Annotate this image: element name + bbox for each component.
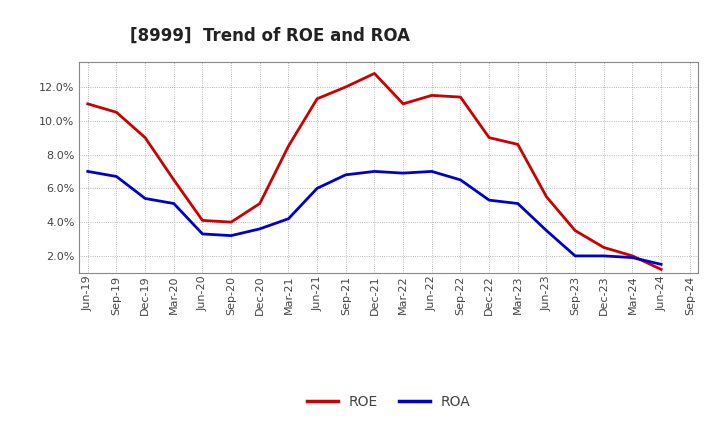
ROA <box>256 226 264 231</box>
ROE <box>628 253 636 259</box>
ROA <box>600 253 608 259</box>
ROA <box>571 253 580 259</box>
ROE <box>428 93 436 98</box>
ROE <box>198 218 207 223</box>
Line: ROE: ROE <box>88 73 661 269</box>
ROE <box>571 228 580 233</box>
Line: ROA: ROA <box>88 172 661 264</box>
ROA <box>628 255 636 260</box>
ROA <box>341 172 350 177</box>
ROE <box>284 143 293 149</box>
ROA <box>513 201 522 206</box>
Text: [8999]  Trend of ROE and ROA: [8999] Trend of ROE and ROA <box>130 26 410 44</box>
ROE <box>485 135 493 140</box>
ROA <box>399 170 408 176</box>
ROE <box>399 101 408 106</box>
ROA <box>227 233 235 238</box>
ROA <box>657 262 665 267</box>
ROE <box>112 110 121 115</box>
ROA <box>542 228 551 233</box>
ROA <box>456 177 465 183</box>
ROE <box>227 220 235 225</box>
ROE <box>513 142 522 147</box>
ROE <box>600 245 608 250</box>
ROE <box>312 96 321 101</box>
ROA <box>284 216 293 221</box>
ROE <box>657 267 665 272</box>
ROE <box>370 71 379 76</box>
ROA <box>112 174 121 179</box>
ROA <box>169 201 178 206</box>
ROA <box>428 169 436 174</box>
ROA <box>312 186 321 191</box>
ROA <box>84 169 92 174</box>
ROA <box>485 198 493 203</box>
ROE <box>169 177 178 183</box>
ROE <box>341 84 350 90</box>
ROE <box>542 194 551 199</box>
ROE <box>456 95 465 100</box>
ROA <box>198 231 207 237</box>
Legend: ROE, ROA: ROE, ROA <box>302 389 476 414</box>
ROE <box>84 101 92 106</box>
ROA <box>141 196 150 201</box>
ROE <box>256 201 264 206</box>
ROE <box>141 135 150 140</box>
ROA <box>370 169 379 174</box>
